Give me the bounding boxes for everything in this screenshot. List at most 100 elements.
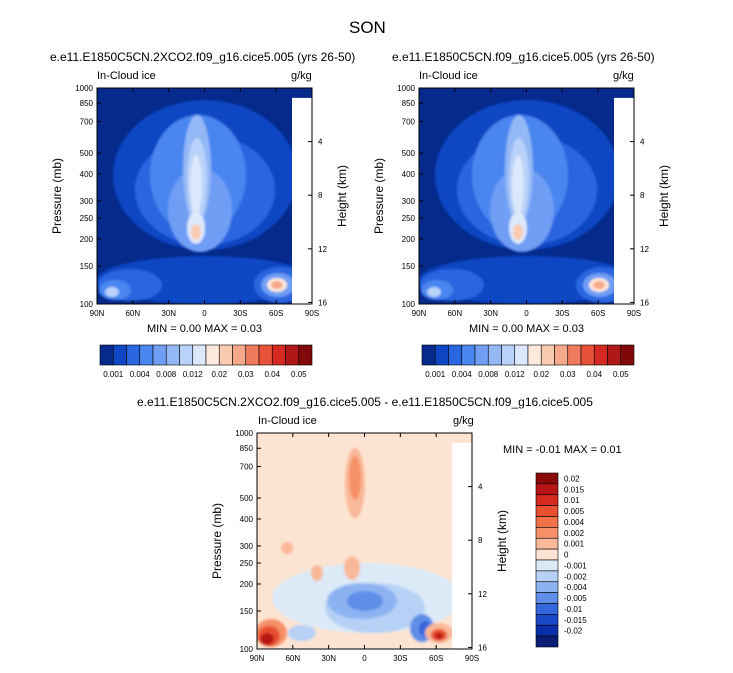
panel-2-xtick-label-4: 0 — [524, 309, 529, 318]
panel-3-colorbar-label-9: -0.001 — [564, 561, 587, 570]
panel-3-colorbar-label-4: 0.005 — [564, 507, 585, 516]
panel-1-xtick-label-4: 0 — [202, 309, 207, 318]
panel-3-colorbar-box-14 — [535, 614, 559, 626]
panel-1-ylabel: Pressure (mb) — [50, 158, 64, 234]
panel-3-colorbar-box-11 — [535, 581, 559, 593]
panel-3-colorbar-box-7 — [535, 537, 559, 550]
panel-1-colorbar-label-6: 0.03 — [238, 370, 254, 379]
panel-3-contour-15 — [349, 456, 361, 500]
panel-2-units-label: g/kg — [613, 70, 634, 82]
panel-1-field-label: In-Cloud ice — [97, 70, 156, 82]
panel-2-colorbar-box-15 — [607, 344, 622, 366]
panel-1-field — [97, 88, 312, 304]
panel-3-colorbar-box-4 — [535, 505, 559, 517]
panel-1-contour-7 — [190, 155, 202, 215]
panel-1-y2tick-label-2: 12 — [318, 245, 327, 254]
panel-2-contour-17 — [593, 281, 605, 289]
panel-3-field — [257, 433, 472, 649]
panel-2-ytick-label-2: 150 — [402, 262, 416, 271]
panel-3-xtick-label-7: 90S — [465, 654, 479, 663]
panel-1-ytick-label-6: 400 — [80, 170, 94, 179]
panel-1-colorbar-box-8 — [192, 344, 207, 366]
panel-2-colorbar-box-8 — [514, 344, 529, 366]
panel-1-colorbar-box-3 — [126, 344, 141, 366]
panel-3-colorbar-label-8: 0 — [564, 551, 569, 560]
panel-3-colorbar-label-15: -0.02 — [564, 627, 583, 636]
panel-3-colorbar-box-12 — [535, 592, 559, 604]
panel-3-ytick-label-1: 100 — [240, 645, 254, 654]
panel-3-colorbar-box-3 — [535, 494, 559, 506]
panel-2-colorbar-box-6 — [487, 344, 502, 366]
panel-3-colorbar-label-11: -0.004 — [564, 583, 587, 592]
panel-2-ytick-label-6: 400 — [402, 170, 416, 179]
panel-1-colorbar-label-8: 0.05 — [291, 370, 307, 379]
panel-2-colorbar-box-4 — [461, 344, 476, 366]
panel-1-xtick-label-2: 60N — [125, 309, 140, 318]
panel-2-field — [419, 88, 634, 304]
panel-3-colorbar-box-1 — [535, 472, 559, 485]
panel-3-xtick-label-3: 30N — [321, 654, 336, 663]
panel-3-ytick-label-10: 1000 — [235, 429, 253, 438]
panel-1-colorbar-box-11 — [232, 344, 247, 366]
panel-3-ytick-label-6: 400 — [240, 515, 254, 524]
panel-3-contour-18 — [311, 565, 323, 581]
panel-3-colorbar-box-8 — [535, 548, 559, 561]
panel-1-xtick-label-3: 30N — [161, 309, 176, 318]
panel-1: 90N 60N 30N 0 30S 60S 90S 100 150 200 250 300 400 500… — [50, 84, 349, 379]
panel-1-xtick-label-5: 30S — [233, 309, 247, 318]
panel-1-contour-17 — [271, 281, 283, 289]
panel-1-contour-9 — [191, 224, 201, 240]
panel-3-contour-9 — [260, 633, 274, 645]
panel-3-ytick-label-3: 200 — [240, 580, 254, 589]
panel-3-field-label: In-Cloud ice — [258, 415, 317, 427]
panel-3-colorbar: 0.02 0.015 0.01 0.005 0.004 0.002 0.001 0-0.001… — [535, 472, 587, 648]
panel-3-ytick-label-9: 850 — [240, 444, 254, 453]
panel-2-colorbar-box-10 — [540, 344, 555, 366]
panel-1-y2tick-label-3: 8 — [318, 191, 323, 200]
panel-1-colorbar-box-4 — [139, 344, 154, 366]
panel-2: 90N 60N 30N 0 30S 60S 90S 100 150 200 250 300 400 500… — [372, 84, 671, 379]
panel-2-colorbar-label-2: 0.004 — [452, 370, 473, 379]
panel-2-colorbar-label-1: 0.001 — [425, 370, 446, 379]
panel-2-xtick-label-1: 90N — [412, 309, 427, 318]
panel-2-contour-13 — [427, 287, 441, 297]
panel-3-colorbar-box-6 — [535, 527, 559, 539]
panel-2-colorbar-box-13 — [580, 344, 595, 366]
panel-2-colorbar-box-16 — [620, 344, 635, 366]
panel-2-colorbar-box-1 — [421, 344, 436, 366]
panel-3-colorbar-label-2: 0.015 — [564, 485, 585, 494]
panel-1-ytick-label-9: 850 — [80, 99, 94, 108]
panel-3-ytick-label-8: 700 — [240, 462, 254, 471]
panel-1-missing-data — [292, 97, 312, 304]
panel-1-colorbar-label-2: 0.004 — [130, 370, 151, 379]
panel-1-contour-13 — [105, 287, 119, 297]
panel-2-colorbar-label-6: 0.03 — [560, 370, 576, 379]
panel-3-colorbar-label-12: -0.005 — [564, 594, 587, 603]
panel-2-ytick-label-4: 250 — [402, 214, 416, 223]
panel-3-contour-16 — [344, 556, 360, 580]
panel-2-xtick-label-5: 30S — [555, 309, 569, 318]
panel-2-colorbar-label-7: 0.04 — [586, 370, 602, 379]
panel-1-colorbar-box-9 — [205, 344, 220, 366]
panel-2-ytick-label-1: 100 — [402, 300, 416, 309]
panel-3-colorbar-label-7: 0.001 — [564, 540, 585, 549]
panel-3-missing-data — [452, 442, 472, 649]
panel-3-colorbar-box-16 — [535, 635, 559, 648]
panel-1-xtick-label-7: 90S — [305, 309, 319, 318]
panel-3-xtick-label-1: 90N — [250, 654, 265, 663]
panel-1-colorbar-label-1: 0.001 — [103, 370, 124, 379]
panel-1-ytick-label-7: 500 — [80, 149, 94, 158]
panel-1-colorbar-label-4: 0.012 — [183, 370, 204, 379]
panel-3-ytick-label-4: 250 — [240, 559, 254, 568]
panel-3-y2tick-label-3: 8 — [478, 536, 483, 545]
panel-1-colorbar-box-10 — [218, 344, 233, 366]
panel-3-colorbar-box-2 — [535, 483, 559, 496]
panel-1-colorbar-label-5: 0.02 — [211, 370, 227, 379]
panel-3-y2tick-label-4: 4 — [478, 483, 483, 492]
panel-3-ytick-label-5: 300 — [240, 542, 254, 551]
panel-1-colorbar-box-12 — [245, 344, 260, 366]
panel-1-colorbar-box-7 — [179, 344, 194, 366]
panel-2-colorbar-box-2 — [434, 344, 449, 366]
panel-2-colorbar-box-11 — [554, 344, 569, 366]
